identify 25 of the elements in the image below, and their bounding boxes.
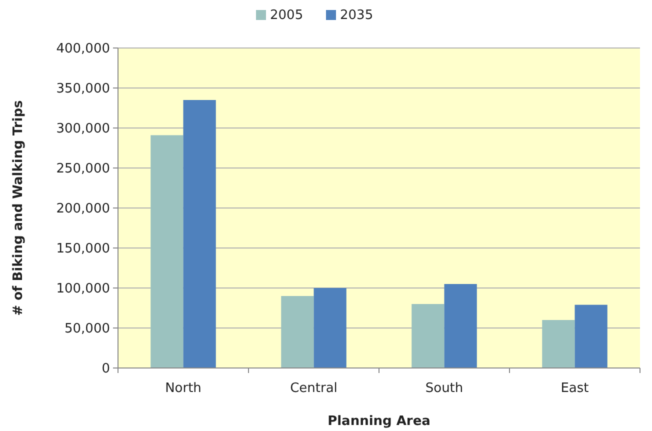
legend-label: 2035 bbox=[340, 8, 374, 23]
bar bbox=[444, 284, 477, 368]
x-tick-label: East bbox=[560, 381, 589, 396]
y-tick-label: 350,000 bbox=[56, 82, 110, 97]
y-tick-label: 400,000 bbox=[56, 42, 110, 57]
x-tick-label: Central bbox=[290, 381, 338, 396]
x-axis-title: Planning Area bbox=[328, 414, 430, 429]
y-tick-label: 50,000 bbox=[64, 322, 110, 337]
y-axis-title: # of Biking and Walking Trips bbox=[11, 100, 26, 316]
y-tick-label: 0 bbox=[102, 362, 110, 377]
y-tick-label: 250,000 bbox=[56, 162, 110, 177]
bar bbox=[314, 288, 346, 368]
bar bbox=[183, 100, 216, 368]
y-tick-label: 300,000 bbox=[56, 122, 110, 137]
bar bbox=[542, 320, 575, 368]
bar bbox=[281, 296, 314, 368]
bar bbox=[150, 135, 184, 368]
x-tick-label: North bbox=[165, 381, 202, 396]
bar bbox=[412, 304, 444, 368]
x-tick-label: South bbox=[425, 381, 464, 396]
legend-label: 2005 bbox=[270, 8, 304, 23]
bar bbox=[574, 304, 608, 368]
y-tick-label: 100,000 bbox=[56, 282, 110, 297]
y-tick-label: 150,000 bbox=[56, 242, 110, 257]
y-tick-label: 200,000 bbox=[56, 202, 110, 217]
